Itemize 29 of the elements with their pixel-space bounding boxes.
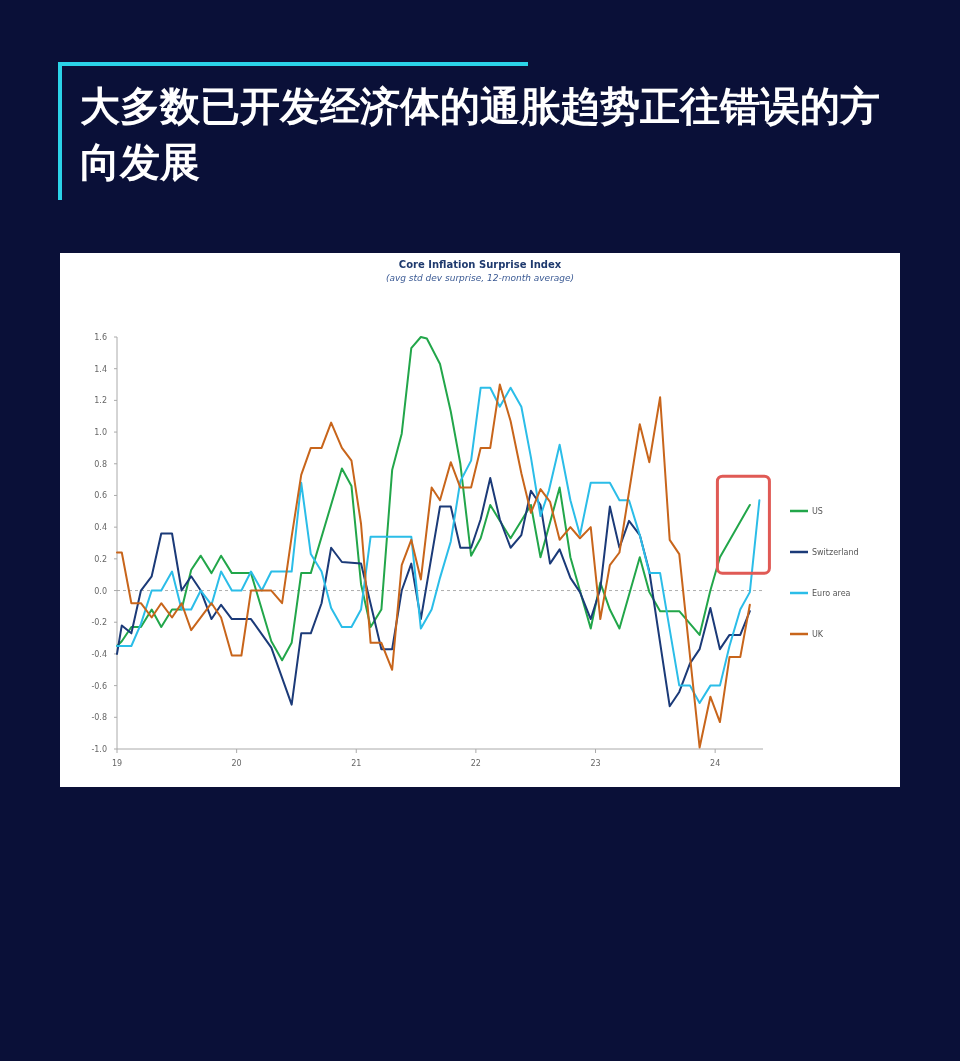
y-tick-label: 0.2	[94, 554, 107, 564]
x-tick-label: 22	[470, 759, 481, 768]
y-tick-label: 1.2	[94, 396, 107, 406]
y-tick-label: 1.6	[94, 333, 107, 342]
y-tick-label: 0.8	[94, 459, 107, 469]
chart-subtitle: Core Inflation Surprise Index	[398, 259, 562, 270]
y-tick-label: -0.6	[91, 681, 107, 691]
y-tick-label: -1.0	[91, 745, 107, 754]
y-tick-label: 0.4	[94, 523, 107, 533]
y-tick-label: 1.0	[94, 428, 107, 438]
y-tick-label: 0.6	[94, 491, 107, 501]
x-tick-label: 21	[351, 759, 362, 768]
x-tick-label: 24	[710, 759, 721, 768]
y-tick-label: 1.4	[94, 364, 107, 374]
text: (avg std dev surprise, 12-month average)	[385, 273, 575, 283]
legend-label: Euro area	[812, 589, 851, 598]
line-series	[116, 336, 751, 662]
legend-label: UK	[812, 630, 824, 639]
chart-title: 大多数已开发经济体的通胀趋势正往错误的方向发展	[80, 82, 881, 187]
line-series	[116, 477, 751, 708]
x-tick-label: 20	[231, 759, 242, 768]
legend-label: Switzerland	[812, 548, 859, 557]
y-tick-label: -0.4	[91, 649, 107, 659]
y-tick-label: -0.2	[91, 618, 107, 628]
y-tick-label: 0.0	[94, 586, 107, 596]
x-tick-label: 23	[590, 759, 601, 768]
x-tick-label: 19	[111, 759, 123, 768]
y-tick-label: -0.8	[91, 713, 107, 723]
legend-label: US	[812, 507, 823, 516]
